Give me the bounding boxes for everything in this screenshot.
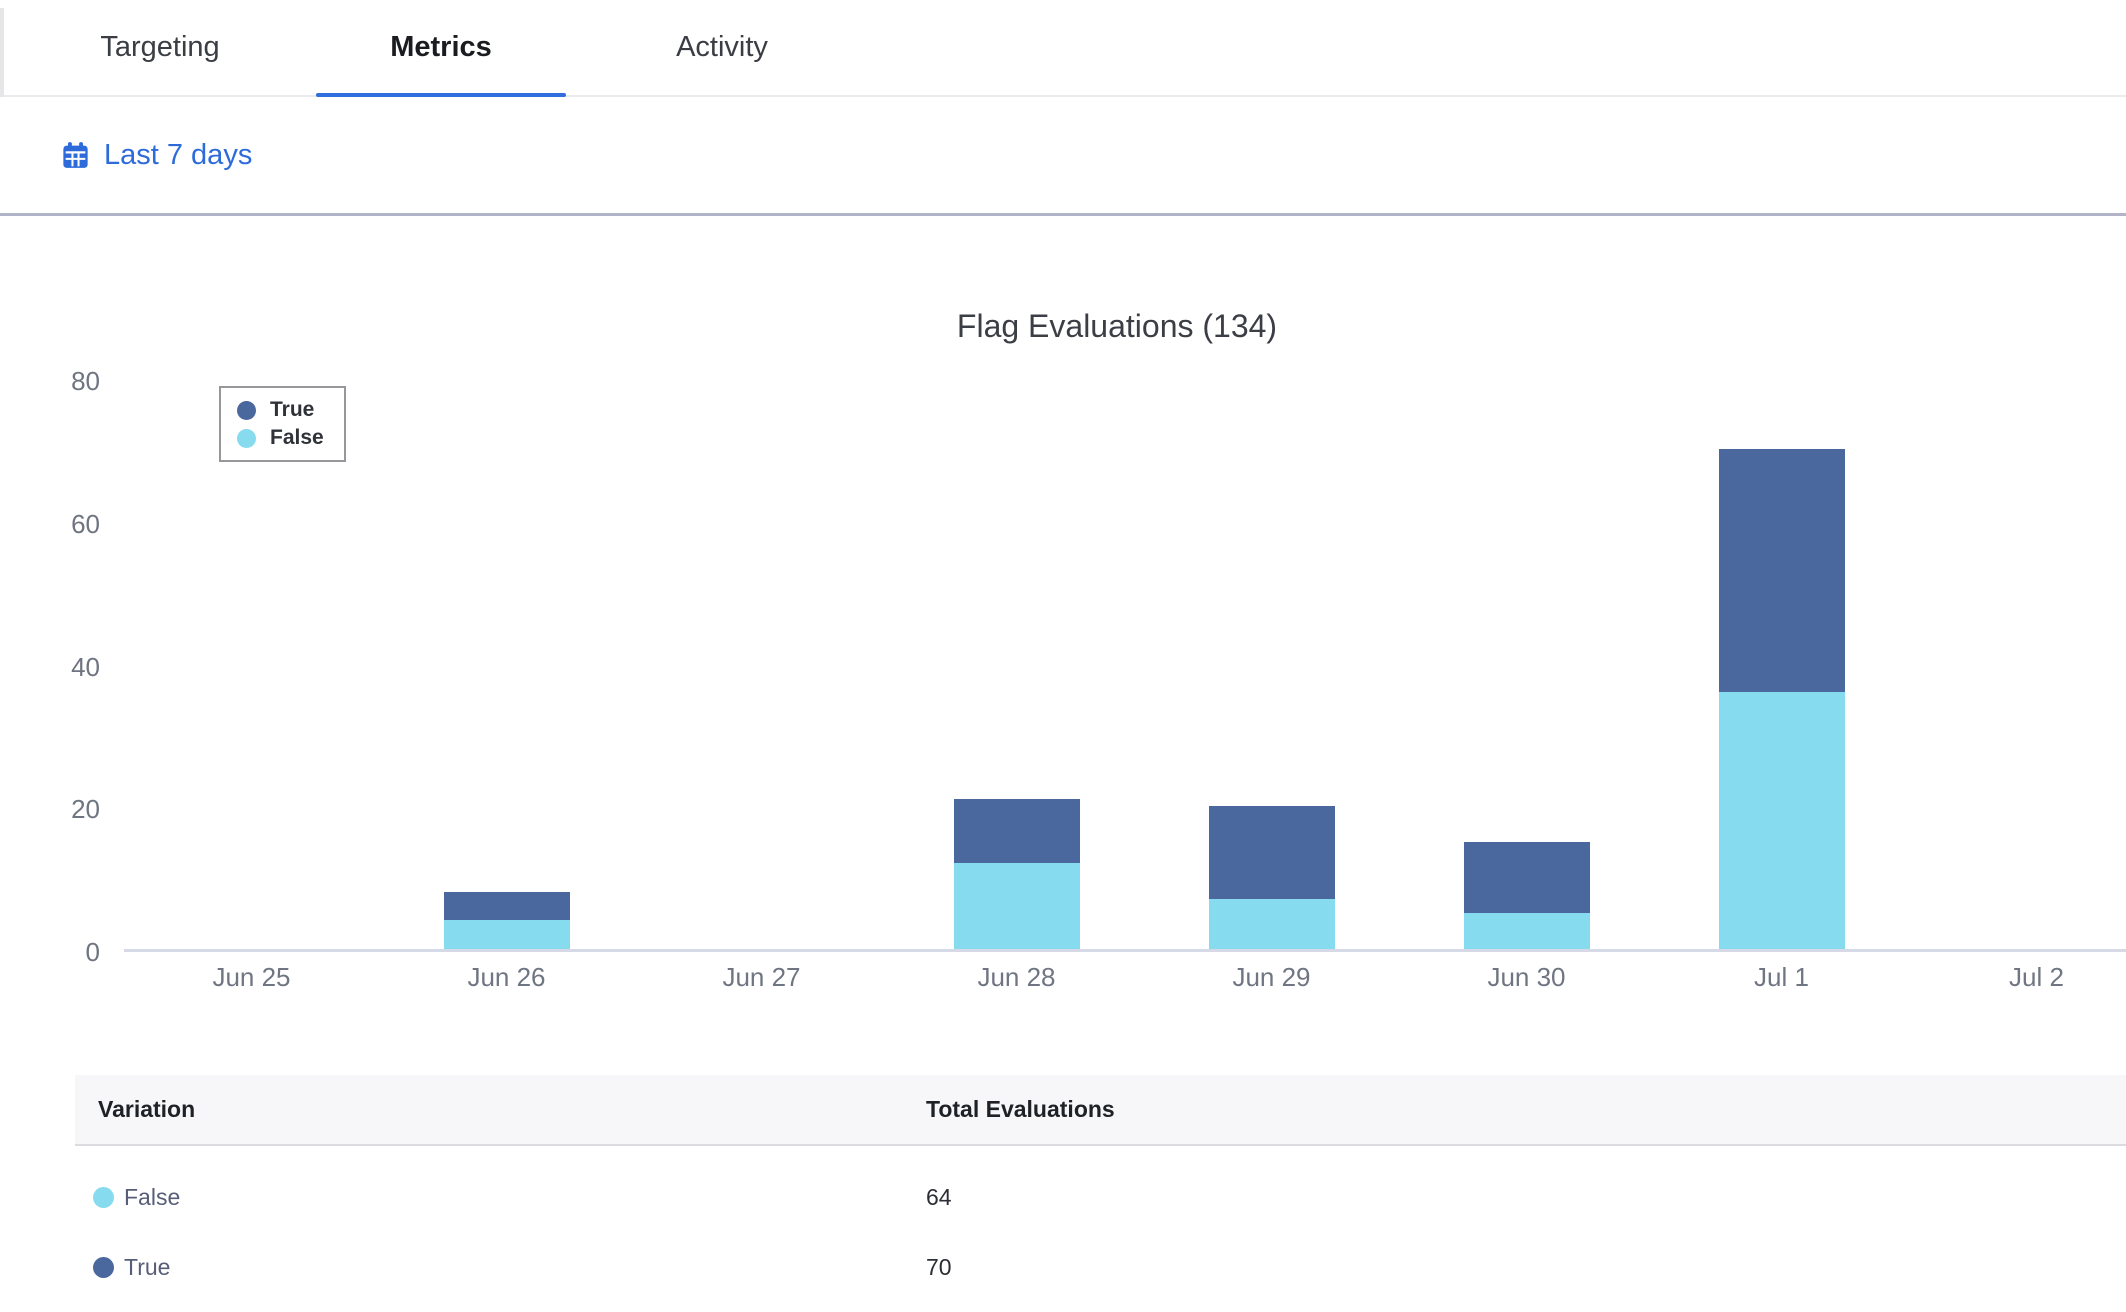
plot-area (124, 381, 2126, 952)
column-header-variation: Variation (98, 1096, 196, 1122)
calendar-icon (60, 140, 91, 171)
x-tick-label: Jun 25 (212, 962, 291, 992)
bar-segment-true (1463, 841, 1590, 914)
legend-dot-false (237, 428, 256, 448)
bar-segment-true (1718, 449, 1845, 693)
total-evaluations-value: 64 (926, 1183, 952, 1210)
tab-activity[interactable]: Activity (676, 31, 768, 63)
bar-segment-true (1208, 806, 1335, 900)
date-range-button[interactable]: Last 7 days (60, 139, 252, 172)
chart-legend: True False (219, 386, 346, 462)
total-evaluations-value: 70 (926, 1253, 952, 1280)
variation-label: True (124, 1253, 171, 1280)
stacked-bar (953, 799, 1080, 949)
legend-dot-true (237, 400, 256, 420)
stacked-bar (1208, 806, 1335, 949)
table-row: True 70 (75, 1232, 2126, 1302)
bar-segment-false (953, 863, 1080, 949)
column-header-total-evaluations: Total Evaluations (926, 1096, 1115, 1122)
bar-segment-true (443, 891, 570, 921)
y-tick-label: 40 (71, 651, 100, 682)
y-tick-label: 60 (71, 508, 100, 539)
variation-dot-false (93, 1186, 114, 1208)
table-row: False 64 (75, 1162, 2126, 1232)
variation-dot-true (93, 1256, 114, 1278)
stacked-bar (1463, 841, 1590, 949)
x-tick-label: Jul 1 (1754, 962, 1809, 992)
tab-metrics[interactable]: Metrics (316, 0, 566, 97)
legend-label: True (270, 398, 315, 421)
x-tick-label: Jun 26 (467, 962, 546, 992)
bar-segment-false (443, 920, 570, 949)
legend-item-false[interactable]: False (237, 426, 324, 450)
tab-targeting[interactable]: Targeting (100, 31, 220, 63)
legend-item-true[interactable]: True (237, 398, 324, 422)
bar-segment-false (1718, 692, 1845, 949)
table-body: False 64 True 70 (75, 1146, 2126, 1302)
bar-segment-false (1463, 913, 1590, 949)
x-tick-label: Jun 27 (722, 962, 801, 992)
variations-table: Variation Total Evaluations False 64 True 7… (75, 1075, 2126, 1302)
metrics-toolbar: Last 7 days (0, 97, 2126, 216)
stacked-bar (443, 891, 570, 949)
stacked-bar (1718, 449, 1845, 949)
variation-cell: True (93, 1254, 926, 1281)
tab-bar: Targeting Metrics Activity (0, 0, 2126, 97)
legend-label: False (270, 426, 324, 449)
variation-label: False (124, 1183, 181, 1210)
x-tick-label: Jun 28 (977, 962, 1056, 992)
chart-title: Flag Evaluations (134) (956, 308, 1278, 344)
y-tick-label: 80 (71, 366, 100, 396)
variation-cell: False (93, 1184, 926, 1211)
table-header-row: Variation Total Evaluations (75, 1075, 2126, 1146)
x-tick-label: Jul 2 (2009, 962, 2064, 992)
date-range-label: Last 7 days (104, 138, 253, 171)
panel-edge (0, 8, 4, 97)
bar-segment-false (1208, 899, 1335, 949)
bar-segment-true (953, 799, 1080, 864)
y-tick-label: 0 (85, 937, 100, 967)
y-tick-label: 20 (71, 794, 100, 825)
x-tick-label: Jun 30 (1487, 962, 1566, 992)
x-tick-label: Jun 29 (1232, 962, 1311, 992)
